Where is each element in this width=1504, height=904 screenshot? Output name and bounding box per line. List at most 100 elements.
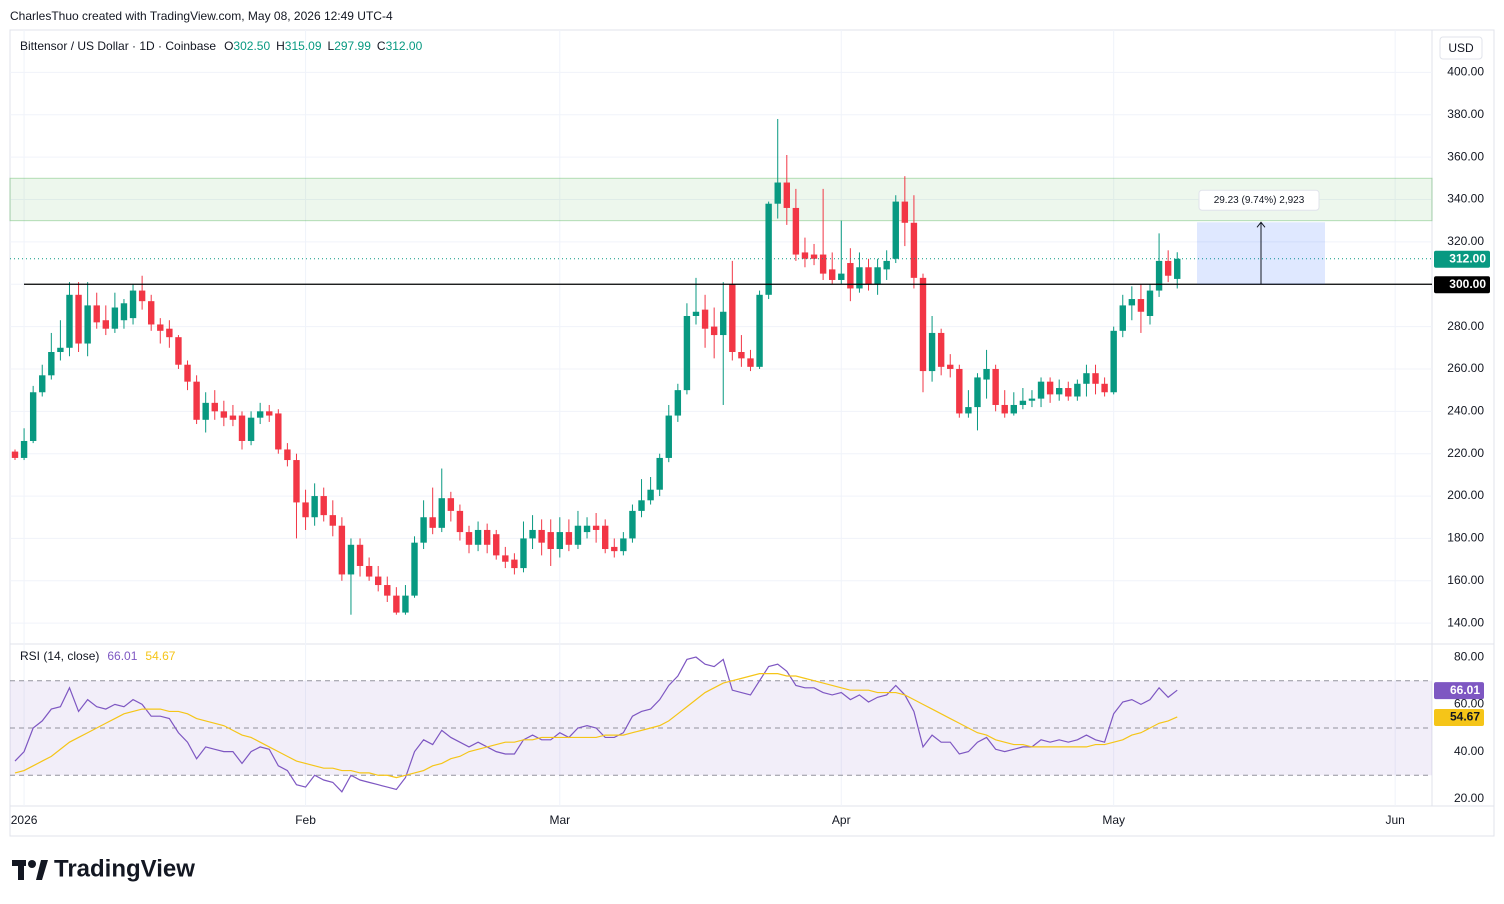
candle-body [1037, 381, 1045, 399]
candle-body [511, 559, 518, 569]
candle-body [965, 407, 972, 414]
candle-body [620, 538, 627, 552]
candle-body [493, 534, 500, 556]
logo-text: TradingView [54, 855, 195, 882]
candle-body [1174, 258, 1181, 279]
candle-body [302, 502, 309, 518]
candle-body [1119, 305, 1126, 331]
y-tick-label: 60.00 [1454, 697, 1484, 711]
ohlc-key: H [276, 39, 285, 53]
candle-body [1155, 260, 1163, 291]
y-tick-label: 380.00 [1447, 107, 1484, 121]
candle-body [157, 324, 164, 331]
measure-label-box [1198, 189, 1320, 211]
currency-button[interactable] [1439, 36, 1483, 60]
legend-value: 66.01 [107, 649, 137, 663]
y-tick-label: 260.00 [1447, 361, 1484, 375]
candle-body [1164, 260, 1172, 276]
candle-body [720, 311, 727, 336]
candle-body [502, 555, 509, 562]
x-tick-label: May [1102, 813, 1125, 827]
value-tag-label: 66.01 [1450, 683, 1480, 697]
ohlc-value: 312.00 [386, 39, 423, 53]
y-tick-label: 400.00 [1447, 65, 1484, 79]
candle-body [928, 332, 936, 372]
candle-body [674, 390, 682, 416]
candle-body [629, 510, 636, 539]
candle-body [384, 585, 391, 596]
candle-body [166, 328, 173, 338]
candle-body [956, 368, 963, 414]
candle-body [611, 546, 618, 552]
candle-body [93, 305, 100, 323]
candle-body [565, 532, 573, 545]
candle-body [520, 538, 527, 569]
candle-body [592, 525, 600, 530]
candle-body [756, 294, 763, 367]
candle-body [193, 381, 200, 420]
y-tick-label: 280.00 [1447, 319, 1484, 333]
candle-body [547, 532, 554, 550]
y-tick-label: 160.00 [1447, 573, 1484, 587]
candle-body [338, 525, 346, 575]
candle-body [138, 290, 146, 302]
candle-body [311, 496, 318, 518]
candle-body [229, 415, 237, 420]
candle-body [856, 267, 863, 289]
candle-body [747, 358, 754, 367]
candle-body [602, 525, 609, 550]
price-tag-label: 300.00 [1449, 277, 1486, 291]
candle-body [865, 267, 872, 285]
candle-body [910, 222, 918, 278]
candle-body [874, 267, 881, 285]
y-tick-label: 220.00 [1447, 446, 1484, 460]
candle-body [1001, 404, 1008, 414]
candle-body [838, 273, 845, 280]
candle-body [238, 415, 246, 441]
candle-body [402, 595, 409, 613]
candle-body [483, 529, 491, 545]
x-tick-label: Jun [1385, 813, 1404, 827]
candle-body [1092, 373, 1099, 384]
candle-body [447, 498, 455, 511]
candle-body [57, 347, 64, 353]
x-tick-label: Mar [549, 813, 570, 827]
candle-body [801, 252, 809, 259]
y-tick-label: 360.00 [1447, 149, 1484, 163]
candle-body [356, 544, 364, 566]
candle-body [1083, 373, 1090, 384]
candle-body [347, 544, 355, 575]
ohlc-key: C [377, 39, 386, 53]
pane-legend: Bittensor / US Dollar · 1D · Coinbase O30… [20, 39, 423, 53]
rsi-line [14, 656, 1178, 793]
ohlc-key: O [224, 39, 233, 53]
candle-body [393, 595, 400, 613]
candle-body [375, 576, 382, 586]
value-tag [1434, 682, 1484, 700]
candle-body [901, 201, 909, 223]
candle-body [1146, 290, 1154, 316]
candle-body [819, 254, 827, 274]
candle-body [84, 305, 91, 344]
candle-body [1074, 383, 1081, 397]
rsi-line [14, 673, 1178, 779]
candle-body [556, 532, 563, 550]
y-tick-label: 240.00 [1447, 403, 1484, 417]
candle-body [1101, 383, 1108, 393]
candle-body [974, 377, 981, 408]
candle-body [529, 529, 536, 539]
candle-body [1110, 330, 1117, 393]
x-tick-label: 2026 [11, 813, 38, 827]
candle-body [420, 517, 427, 543]
logo: TradingView [12, 855, 195, 882]
candle-body [365, 565, 373, 577]
candle-body [883, 260, 890, 270]
candle-body [48, 352, 55, 376]
chart-frame [9, 29, 1495, 837]
candle-body [1010, 404, 1017, 414]
candle-body [220, 411, 228, 418]
currency[interactable]: USD [1448, 41, 1474, 55]
candle-body [474, 529, 482, 545]
candle-body [1137, 299, 1145, 312]
candle-body [701, 309, 709, 329]
